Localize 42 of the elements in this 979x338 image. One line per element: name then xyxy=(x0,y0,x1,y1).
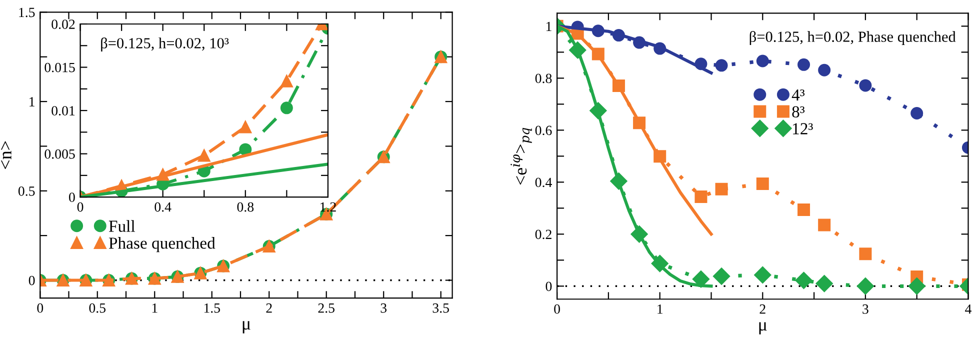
y-tick-label: 0.015 xyxy=(44,62,75,72)
y-tick-label: 0.2 xyxy=(535,230,552,240)
x-tick-label: 1.5 xyxy=(204,303,220,313)
y-tick-label: 0 xyxy=(28,276,35,286)
x-tick-label: 4 xyxy=(965,304,972,314)
x-tick-label: 1 xyxy=(152,303,158,313)
annotation: β=0.125, h=0.02, Phase quenched xyxy=(750,31,956,46)
x-tick-label: 0.5 xyxy=(89,303,106,313)
y-axis-title: <n> xyxy=(0,141,12,169)
y-tick-label: 0.02 xyxy=(52,20,75,30)
y-tick-label: 0.01 xyxy=(52,106,75,116)
x-tick-label: 0.8 xyxy=(237,202,254,212)
x-tick-label: 3.5 xyxy=(432,303,449,313)
y-tick-label: 0.005 xyxy=(44,149,75,159)
y-tick-label: 0.8 xyxy=(535,74,552,84)
x-tick-label: 0 xyxy=(37,303,44,313)
y-tick-label: 1.5 xyxy=(19,8,35,18)
x-tick-label: 3 xyxy=(380,303,387,313)
legend-label: 4³ xyxy=(792,89,805,100)
annotation: β=0.125, h=0.02, 10³ xyxy=(101,37,229,52)
y-tick-label: 1 xyxy=(30,97,34,106)
x-tick-label: 2.5 xyxy=(318,303,334,313)
x-tick-label: 3 xyxy=(862,304,868,314)
legend-label: Full xyxy=(108,220,135,232)
legend-label: 12³ xyxy=(793,123,813,134)
x-tick-label: 0.4 xyxy=(154,202,172,212)
x-tick-label: 0 xyxy=(554,304,560,314)
x-tick-label: 2 xyxy=(266,303,272,313)
y-axis-title: <e$^{iφ}$>$_{pq}$ xyxy=(510,128,532,185)
legend-label: Phase quenched xyxy=(108,237,216,252)
y-tick-label: 0.6 xyxy=(535,126,552,136)
x-tick-label: 1 xyxy=(658,304,662,314)
y-tick-label: 0.4 xyxy=(535,178,552,188)
x-axis-title: μ xyxy=(242,321,250,334)
y-tick-label: 0 xyxy=(546,282,552,292)
y-tick-label: 1 xyxy=(546,22,552,31)
x-tick-label: 2 xyxy=(760,304,766,314)
y-tick-label: 0 xyxy=(69,192,75,202)
x-axis-title: μ xyxy=(759,322,767,334)
y-tick-label: 0.5 xyxy=(18,186,35,196)
x-tick-label: 0 xyxy=(77,202,84,212)
legend-label: 8³ xyxy=(792,106,805,118)
